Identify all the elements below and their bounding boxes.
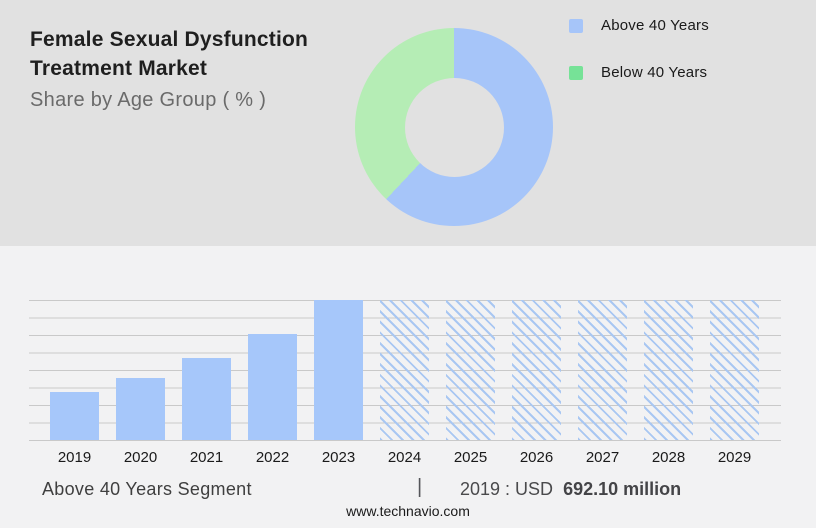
legend-swatch-above-40-icon — [569, 18, 583, 33]
x-label-2026: 2026 — [519, 449, 554, 466]
bar-2019 — [50, 392, 99, 440]
bar-2028 — [644, 300, 693, 440]
x-label-2021: 2021 — [189, 449, 224, 466]
segment-caption: Above 40 Years Segment — [42, 479, 252, 499]
x-label-2020: 2020 — [123, 449, 158, 466]
x-label-2024: 2024 — [387, 449, 422, 466]
title-block: Female Sexual Dysfunction Treatment Mark… — [30, 25, 308, 113]
website-url: www.technavio.com — [346, 503, 470, 519]
x-label-2025: 2025 — [453, 449, 488, 466]
x-label-2028: 2028 — [651, 449, 686, 466]
x-axis-labels: 2019 2020 2021 2022 2023 2024 2025 2026 2027 2028… — [0, 449, 816, 467]
legend-item-above-40: Above 40 Years — [569, 17, 709, 34]
legend-label-below-40: Below 40 Years — [601, 64, 708, 81]
legend-label-above-40: Above 40 Years — [601, 17, 709, 34]
x-label-2029: 2029 — [717, 449, 752, 466]
value-caption-amount: 692.10 million — [563, 479, 682, 499]
bar-2025 — [446, 300, 495, 440]
legend-item-below-40: Below 40 Years — [569, 64, 709, 81]
bar-2023 — [314, 300, 363, 440]
donut-section: Female Sexual Dysfunction Treatment Mark… — [0, 0, 816, 246]
bar-2027 — [578, 300, 627, 440]
x-label-2022: 2022 — [255, 449, 290, 466]
chart-legend: Above 40 Years Below 40 Years — [569, 17, 709, 111]
bar-plot — [29, 300, 781, 441]
x-label-2019: 2019 — [57, 449, 92, 466]
bar-2022 — [248, 334, 297, 440]
x-label-2027: 2027 — [585, 449, 620, 466]
bar-2020 — [116, 378, 165, 440]
value-caption: 2019 : USD 692.10 million — [460, 479, 681, 500]
x-label-2023: 2023 — [321, 449, 356, 466]
bar-2026 — [512, 300, 561, 440]
page-subtitle: Share by Age Group ( % ) — [30, 89, 267, 111]
bar-2021 — [182, 358, 231, 440]
bar-2024 — [380, 300, 429, 440]
donut-hole — [404, 77, 504, 177]
donut-chart — [355, 28, 553, 226]
page-title-line1: Female Sexual Dysfunction — [30, 28, 309, 51]
page-title-line2: Treatment Market — [30, 57, 208, 80]
caption-separator: | — [417, 476, 423, 498]
value-caption-prefix: 2019 : USD — [460, 479, 554, 499]
legend-swatch-below-40-icon — [569, 65, 583, 80]
bar-2029 — [710, 300, 759, 440]
